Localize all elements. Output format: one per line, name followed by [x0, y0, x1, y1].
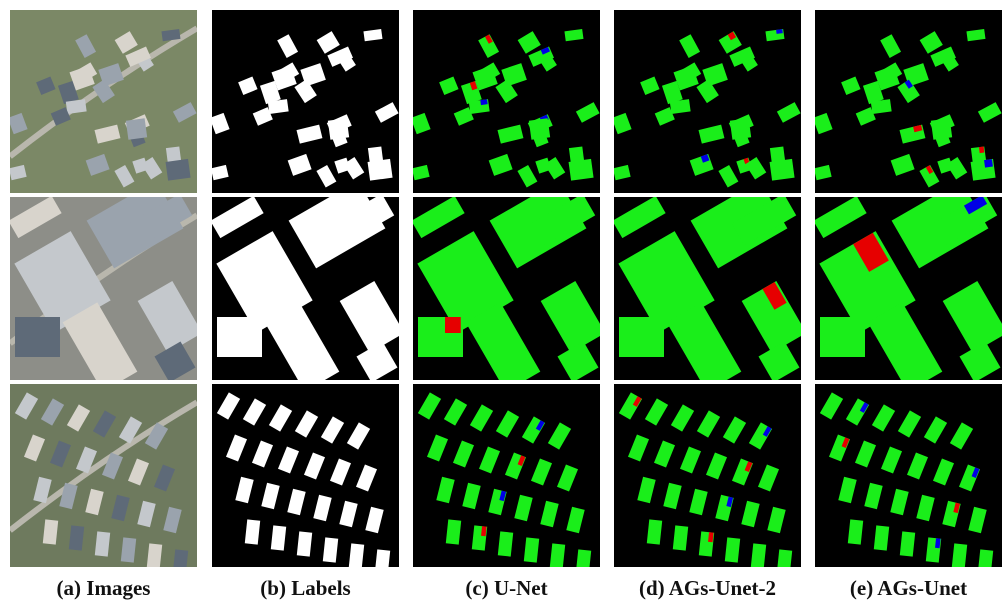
building: [725, 537, 740, 562]
panel: [815, 384, 1002, 575]
building: [820, 317, 865, 357]
caption: (d) AGs-Unet-2: [639, 576, 776, 600]
building: [770, 159, 795, 181]
building: [550, 543, 565, 568]
building: [349, 543, 364, 568]
building: [271, 525, 286, 550]
building: [323, 537, 338, 562]
caption: (c) U-Net: [465, 576, 547, 600]
caption: (e) AGs-Unet: [850, 576, 967, 600]
building: [777, 549, 792, 574]
building: [268, 99, 289, 114]
panel: [210, 181, 404, 392]
building: [670, 99, 691, 114]
building: [751, 543, 766, 568]
panel: [210, 10, 399, 193]
building: [66, 99, 87, 114]
building: [874, 525, 889, 550]
panel: [413, 384, 600, 575]
error-region: [445, 317, 461, 333]
page: {"captions": ["(a) Images", "(b) Labels"…: [0, 0, 1002, 603]
panel: [411, 181, 605, 392]
error-region: [984, 159, 993, 168]
building: [126, 118, 147, 139]
figure: (a) Images (b) Labels (c) U-Net (d) AGs-Une…: [0, 0, 1002, 603]
panel: [411, 10, 600, 193]
captions: (a) Images (b) Labels (c) U-Net (d) AGs-Une…: [57, 576, 968, 600]
panel: [8, 10, 197, 193]
building: [121, 537, 136, 562]
building: [166, 159, 191, 181]
building: [173, 549, 188, 574]
building: [978, 549, 993, 574]
panel: [813, 181, 1002, 392]
caption: (a) Images: [57, 576, 151, 600]
building: [245, 519, 260, 544]
building: [43, 519, 58, 544]
building: [446, 519, 461, 544]
panel: [614, 384, 801, 575]
building: [619, 317, 664, 357]
error-region: [776, 29, 783, 34]
building: [328, 118, 349, 139]
building: [529, 118, 550, 139]
caption: (b) Labels: [260, 576, 350, 600]
building: [368, 159, 393, 181]
building: [569, 159, 594, 181]
panel: [612, 10, 801, 193]
building: [576, 549, 591, 574]
panel: [8, 181, 202, 392]
building: [952, 543, 967, 568]
building: [931, 118, 952, 139]
building: [647, 519, 662, 544]
building: [900, 531, 915, 556]
building: [848, 519, 863, 544]
panel: [212, 384, 399, 575]
building: [375, 549, 390, 574]
building: [498, 531, 513, 556]
building: [95, 531, 110, 556]
panel: [612, 181, 806, 392]
building: [69, 525, 84, 550]
panel: [813, 10, 1002, 193]
panel: [10, 384, 197, 575]
building: [147, 543, 162, 568]
building: [524, 537, 539, 562]
building: [15, 317, 60, 357]
building: [871, 99, 892, 114]
building: [673, 525, 688, 550]
error-region: [979, 147, 984, 154]
building: [730, 118, 751, 139]
error-region: [480, 99, 487, 105]
panel-grid: [8, 10, 1002, 575]
building: [297, 531, 312, 556]
building: [217, 317, 262, 357]
